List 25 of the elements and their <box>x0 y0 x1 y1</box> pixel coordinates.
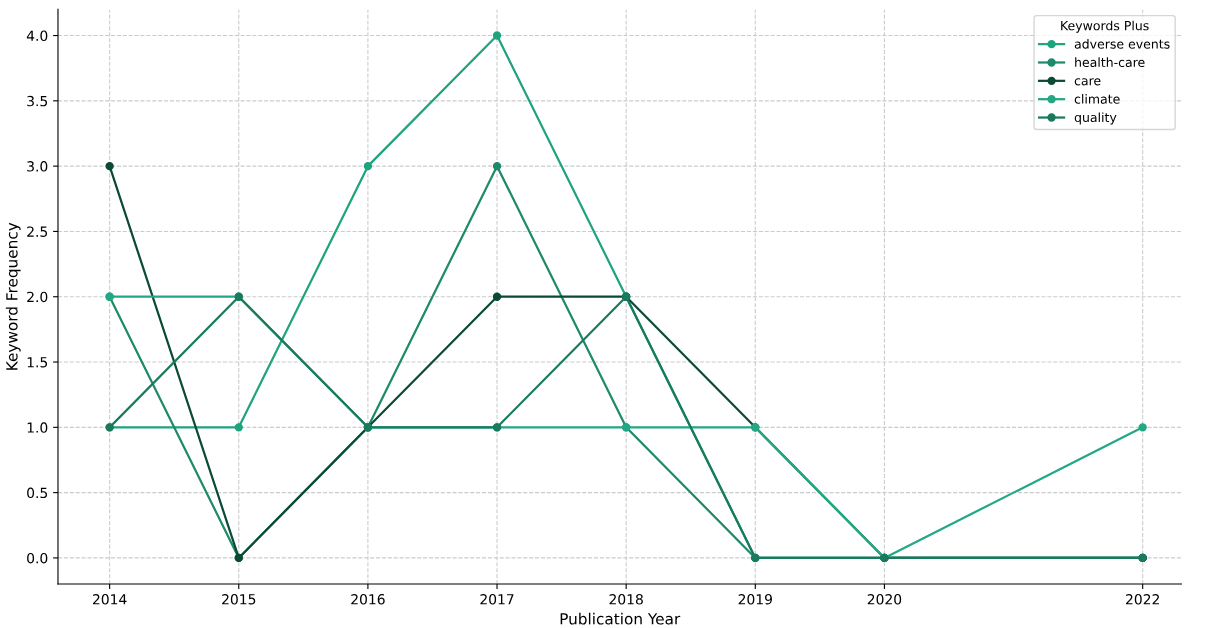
x-tick-label: 2014 <box>92 594 127 605</box>
legend-label: care <box>1074 78 1101 86</box>
legend-label: health-care <box>1075 57 1145 68</box>
x-tick-label: 2020 <box>867 594 902 605</box>
legend-label: adverse events <box>1074 39 1170 49</box>
y-tick-label: 3.0 <box>27 161 48 172</box>
y-tick-label: 4.0 <box>26 30 48 42</box>
x-tick-label: 2015 <box>222 594 256 605</box>
y-tick-label: 0.0 <box>27 552 48 564</box>
x-tick-label: 2018 <box>609 594 643 605</box>
y-tick-label: 2.5 <box>27 226 48 237</box>
legend-label: climate <box>1074 94 1120 104</box>
y-axis-title: Keyword Frequency <box>5 222 21 370</box>
x-tick-label: 2022 <box>1126 594 1159 605</box>
legend-label: quality <box>1074 112 1117 125</box>
y-tick-label: 0.5 <box>27 487 48 499</box>
x-tick-label: 2019 <box>738 594 772 605</box>
y-tick-label: 1.5 <box>27 357 48 368</box>
x-axis-title: Publication Year <box>560 612 681 625</box>
x-tick-label: 2016 <box>351 594 385 605</box>
y-tick-label: 2.0 <box>27 291 48 303</box>
legend-title: Keywords Plus <box>1061 20 1149 33</box>
x-tick-label: 2017 <box>480 594 514 605</box>
y-tick-label: 1.0 <box>27 422 48 433</box>
y-tick-label: 3.5 <box>27 95 48 107</box>
